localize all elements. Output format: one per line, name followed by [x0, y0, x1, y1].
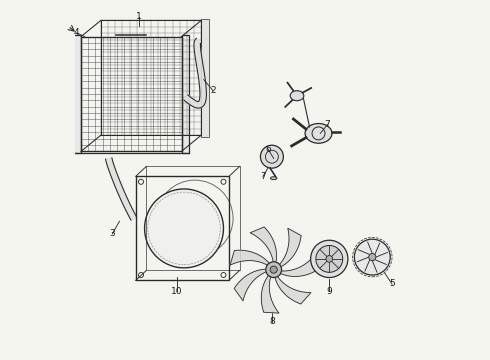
Polygon shape	[275, 277, 311, 304]
Polygon shape	[281, 255, 318, 276]
Circle shape	[69, 109, 74, 114]
Bar	[181, 35, 190, 153]
Polygon shape	[261, 276, 279, 313]
Circle shape	[368, 253, 376, 261]
Circle shape	[316, 246, 343, 272]
Text: 6: 6	[266, 145, 271, 154]
Text: 7: 7	[260, 172, 266, 181]
Circle shape	[326, 256, 333, 262]
Text: 3: 3	[109, 229, 115, 238]
Circle shape	[266, 262, 282, 278]
Ellipse shape	[305, 123, 332, 143]
Polygon shape	[230, 250, 269, 265]
Circle shape	[69, 138, 74, 143]
Circle shape	[260, 145, 283, 168]
Text: 5: 5	[389, 279, 395, 288]
Text: 1: 1	[136, 12, 142, 21]
Text: 9: 9	[326, 287, 332, 296]
Bar	[73, 35, 81, 153]
Circle shape	[270, 266, 277, 273]
Polygon shape	[234, 269, 266, 301]
Text: 10: 10	[171, 287, 183, 296]
Circle shape	[69, 24, 73, 28]
Text: 7: 7	[324, 120, 330, 129]
Text: 2: 2	[210, 86, 216, 95]
Polygon shape	[105, 158, 137, 220]
Polygon shape	[280, 228, 301, 266]
Polygon shape	[250, 227, 276, 261]
Bar	[201, 19, 209, 137]
Text: 4: 4	[74, 28, 79, 37]
Ellipse shape	[270, 177, 277, 180]
Ellipse shape	[290, 91, 304, 101]
Circle shape	[145, 189, 223, 268]
Polygon shape	[184, 39, 206, 108]
Circle shape	[69, 124, 74, 129]
Text: 8: 8	[269, 317, 275, 326]
Circle shape	[354, 239, 390, 275]
Circle shape	[311, 240, 348, 278]
Circle shape	[63, 21, 69, 26]
